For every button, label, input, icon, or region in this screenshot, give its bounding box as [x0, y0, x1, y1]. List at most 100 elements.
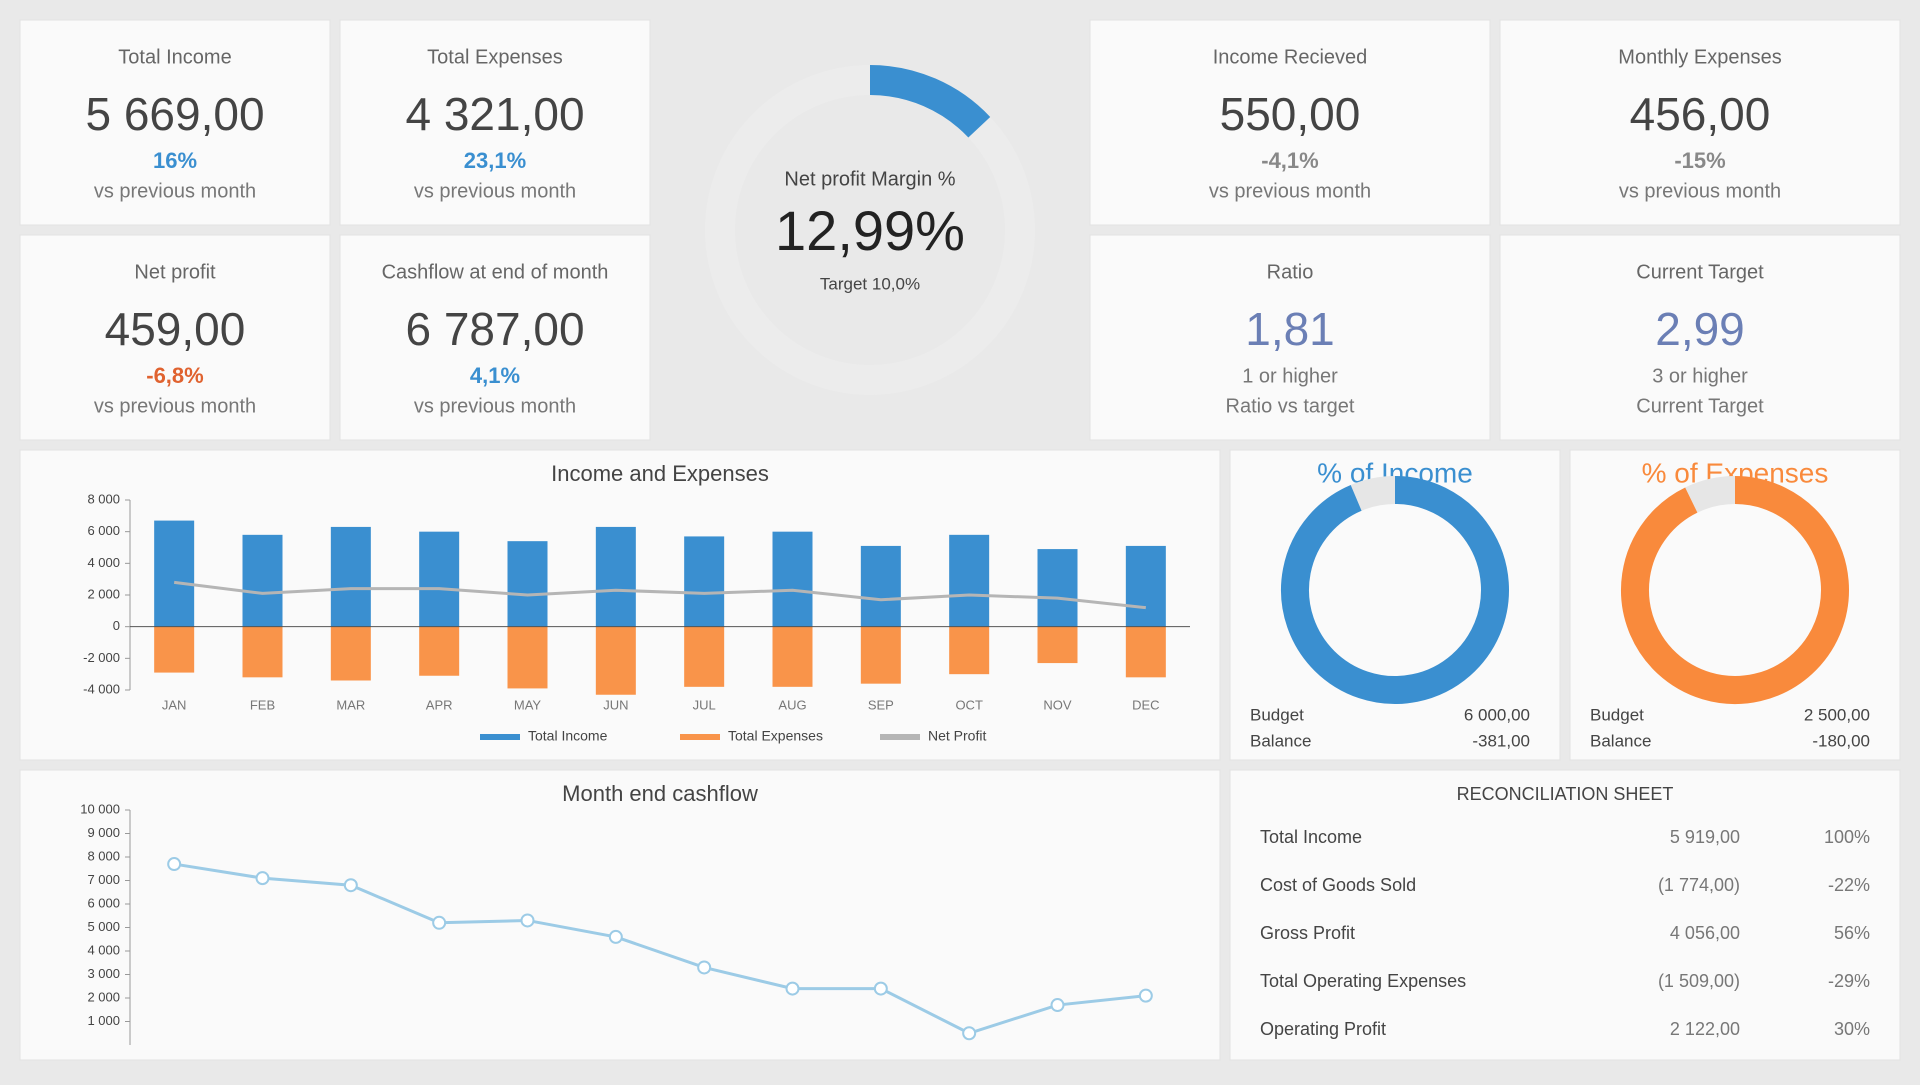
gauge-subtitle: Target 10,0% [820, 274, 920, 293]
bar [419, 626, 460, 676]
table-cell: 2 122,00 [1670, 1019, 1740, 1039]
bar [595, 626, 636, 695]
point [520, 913, 535, 928]
bar [684, 536, 725, 627]
table-cell: -29% [1828, 971, 1870, 991]
legend-swatch [680, 734, 720, 740]
bar [507, 626, 548, 689]
donut-label: Budget [1250, 705, 1304, 724]
bar [772, 531, 813, 627]
point [873, 981, 888, 996]
table-cell: 56% [1834, 923, 1870, 943]
table-cell: 4 056,00 [1670, 923, 1740, 943]
x-tick-label: JAN [162, 697, 187, 712]
bar [330, 626, 371, 681]
x-tick-label: JUL [693, 697, 716, 712]
y-tick-label: 4 000 [87, 555, 120, 570]
x-tick-label: SEP [868, 697, 894, 712]
kpi-note: vs previous month [414, 395, 576, 417]
point [255, 871, 270, 886]
donut-label: Budget [1590, 705, 1644, 724]
card [1229, 769, 1901, 1061]
legend-swatch [880, 734, 920, 740]
table-cell: Total Operating Expenses [1260, 971, 1466, 991]
bar [860, 626, 901, 684]
gauge-arc [869, 65, 991, 138]
bar [1037, 549, 1078, 627]
x-tick-label: NOV [1043, 697, 1072, 712]
y-tick-label: 8 000 [87, 848, 120, 863]
kpi-change: 16% [153, 148, 197, 173]
card [1499, 19, 1901, 226]
donut-value: -381,00 [1472, 731, 1530, 750]
legend-label: Total Income [528, 728, 608, 744]
x-tick-label: APR [426, 697, 453, 712]
point [697, 960, 712, 975]
point [432, 915, 447, 930]
table-cell: Gross Profit [1260, 923, 1355, 943]
y-tick-label: 1 000 [87, 1013, 120, 1028]
kpi-note: vs previous month [94, 180, 256, 202]
y-tick-label: 6 000 [87, 523, 120, 538]
donut-gap [1685, 476, 1736, 513]
y-tick-label: 9 000 [87, 825, 120, 840]
kpi-title: Net profit [134, 261, 216, 283]
kpi-value: 456,00 [1630, 88, 1771, 140]
table-cell: 100% [1824, 827, 1870, 847]
chart-title: Month end cashflow [562, 781, 758, 806]
kpi-note: Ratio vs target [1226, 395, 1355, 417]
card [19, 19, 331, 226]
x-tick-label: JUN [603, 697, 628, 712]
table-cell: (1 774,00) [1658, 875, 1740, 895]
kpi-note: 3 or higher [1652, 365, 1748, 387]
kpi-change: 4,1% [470, 363, 520, 388]
kpi-note: vs previous month [414, 180, 576, 202]
donut-label: Balance [1590, 731, 1651, 750]
y-tick-label: 10 000 [80, 801, 120, 816]
donut-arc [1281, 476, 1509, 704]
x-tick-label: MAR [336, 697, 365, 712]
x-tick-label: MAY [514, 697, 542, 712]
donut-value: 2 500,00 [1804, 705, 1870, 724]
kpi-title: Monthly Expenses [1618, 46, 1781, 68]
kpi-value: 550,00 [1220, 88, 1361, 140]
bar [242, 534, 283, 627]
donut-label: Balance [1250, 731, 1311, 750]
y-tick-label: 2 000 [87, 586, 120, 601]
kpi-title: Cashflow at end of month [382, 261, 609, 283]
point [343, 878, 358, 893]
bar [330, 526, 371, 627]
kpi-change: -4,1% [1261, 148, 1318, 173]
kpi-value: 6 787,00 [405, 303, 584, 355]
card [1089, 234, 1491, 441]
y-tick-label: 8 000 [87, 491, 120, 506]
donut-value: -180,00 [1812, 731, 1870, 750]
y-tick-label: -4 000 [83, 681, 120, 696]
bar [595, 526, 636, 627]
x-tick-label: AUG [778, 697, 806, 712]
bar [949, 534, 990, 627]
gauge-title: Net profit Margin % [784, 168, 955, 190]
kpi-value: 1,81 [1245, 303, 1335, 355]
point [608, 929, 623, 944]
y-tick-label: 4 000 [87, 942, 120, 957]
gauge-value: 12,99% [775, 199, 965, 262]
bar [949, 626, 990, 675]
table-cell: Total Income [1260, 827, 1362, 847]
kpi-title: Total Expenses [427, 46, 563, 68]
table-cell: -22% [1828, 875, 1870, 895]
x-tick-label: FEB [250, 697, 275, 712]
bar [154, 520, 195, 627]
table-cell: Operating Profit [1260, 1019, 1386, 1039]
bar [1125, 545, 1166, 627]
donut-value: 6 000,00 [1464, 705, 1530, 724]
line [173, 580, 1146, 610]
card [19, 234, 331, 441]
bar [860, 545, 901, 627]
bar [419, 531, 460, 627]
bar [154, 626, 195, 673]
legend-label: Net Profit [928, 728, 986, 744]
table-cell: (1 509,00) [1658, 971, 1740, 991]
table-cell: Cost of Goods Sold [1260, 875, 1416, 895]
